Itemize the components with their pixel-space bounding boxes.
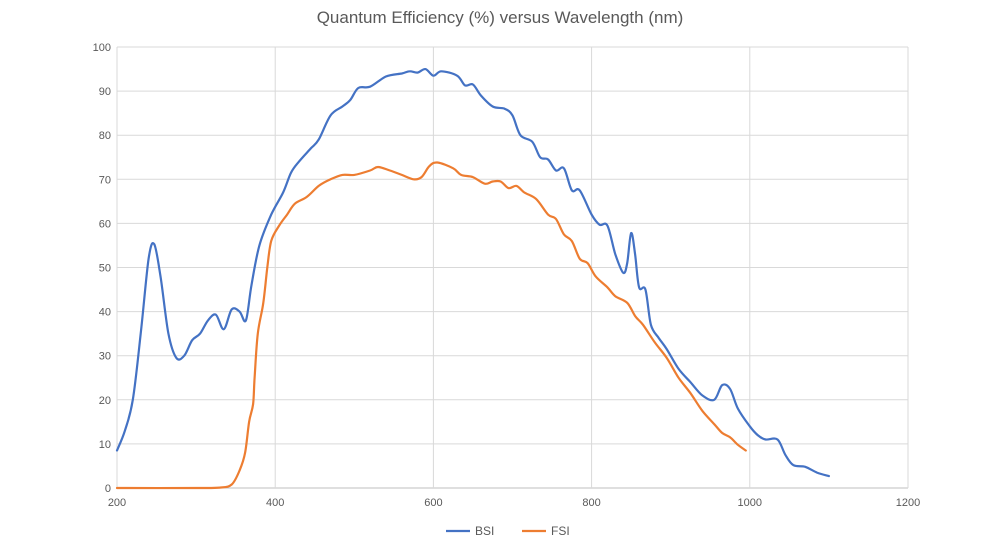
y-tick-label: 90	[99, 86, 111, 98]
y-tick-label: 30	[99, 351, 111, 363]
y-tick-label: 40	[99, 307, 111, 319]
y-tick-label: 60	[99, 218, 111, 230]
series-line-bsi	[115, 67, 830, 478]
y-tick-label: 70	[99, 174, 111, 186]
y-tick-label: 100	[93, 42, 111, 54]
legend-label-fsi: FSI	[551, 524, 570, 538]
x-tick-label: 400	[266, 497, 284, 509]
x-tick-label: 1000	[738, 497, 762, 509]
y-tick-label: 50	[99, 263, 111, 275]
x-tick-label: 600	[424, 497, 442, 509]
x-tick-label: 1200	[896, 497, 920, 509]
legend-label-bsi: BSI	[475, 524, 494, 538]
x-tick-label: 200	[108, 497, 126, 509]
chart-title: Quantum Efficiency (%) versus Wavelength…	[316, 8, 684, 27]
series-line-fsi	[115, 161, 747, 490]
y-tick-label: 0	[105, 483, 111, 495]
x-tick-label: 800	[582, 497, 600, 509]
y-tick-label: 20	[99, 395, 111, 407]
y-tick-label: 80	[99, 130, 111, 142]
y-tick-label: 10	[99, 439, 111, 451]
